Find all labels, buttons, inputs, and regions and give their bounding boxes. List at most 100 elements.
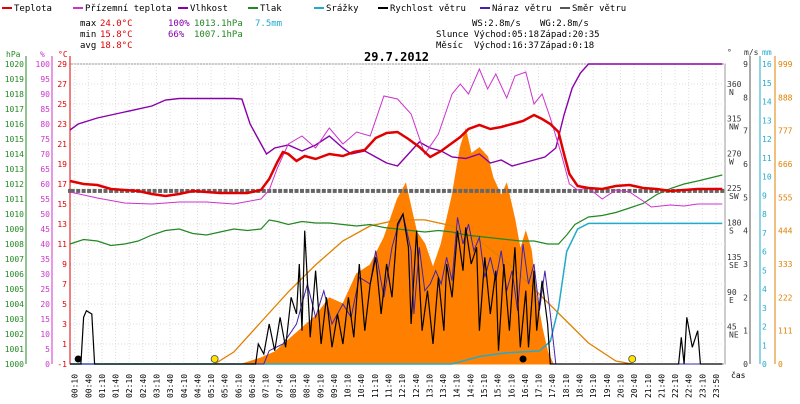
wind-dir-point — [436, 188, 441, 193]
wind-dir-point — [365, 188, 370, 193]
rate-tick-label: 777 — [778, 127, 793, 136]
temp-tick-label: 1 — [62, 340, 67, 349]
hpa-tick-label: 1007 — [5, 255, 24, 264]
wind-dir-point — [218, 188, 223, 193]
time-tick-label: 03:10 — [153, 374, 162, 398]
series-temperature — [69, 113, 723, 198]
wind-dir-point — [212, 188, 217, 193]
wind-dir-point — [321, 188, 326, 193]
dir-compass-label: SE — [729, 261, 739, 270]
temp-tick-label: 15 — [57, 200, 67, 209]
series-rain — [70, 222, 723, 365]
temp-tick-label: 17 — [57, 180, 67, 189]
info-ws: WS:2.8m/s — [472, 19, 521, 29]
wind-dir-point — [310, 188, 315, 193]
hpa-tick-label: 1018 — [5, 90, 24, 99]
series-ground-temp — [69, 67, 723, 208]
pct-tick-label: 10 — [40, 330, 50, 339]
dir-tick-label: 135 — [727, 253, 742, 262]
sun-event-marker — [628, 355, 637, 363]
hpa-tick-label: 1014 — [5, 150, 24, 159]
wind-dir-point — [168, 188, 173, 193]
wind-dir-point — [68, 188, 72, 193]
ms-axis-title: m/s — [744, 48, 759, 57]
stats-avg-label: avg — [80, 41, 96, 51]
time-tick-label: 19:10 — [589, 374, 598, 398]
temp-tick-label: 19 — [57, 160, 67, 169]
wind-dir-point — [551, 188, 556, 193]
dir-compass-label: NE — [729, 330, 739, 339]
pct-tick-label: 60 — [40, 180, 50, 189]
series-wind-speed — [70, 212, 723, 365]
dir-compass-label: S — [729, 227, 734, 236]
temp-tick-label: 13 — [57, 220, 67, 229]
wind-dir-point — [245, 188, 250, 193]
time-tick-label: 21:10 — [644, 374, 653, 398]
wind-dir-point — [501, 188, 506, 193]
temp-tick-label: 21 — [57, 140, 67, 149]
series-pressure — [69, 174, 723, 247]
hpa-tick-label: 1020 — [5, 60, 24, 69]
time-tick-label: 11:40 — [384, 374, 393, 398]
pct-tick-label: 100 — [36, 60, 51, 69]
rate-tick-label: 111 — [778, 327, 793, 336]
hpa-tick-label: 1002 — [5, 330, 24, 339]
time-tick-label: 07:10 — [262, 374, 271, 398]
wind-dir-point — [152, 188, 157, 193]
wind-dir-point — [299, 188, 304, 193]
wind-dir-point — [108, 188, 113, 193]
rate-tick-label: 0 — [778, 360, 783, 369]
wind-dir-point — [267, 188, 272, 193]
time-tick-label: 20:40 — [630, 374, 639, 398]
time-tick-label: 19:40 — [603, 374, 612, 398]
pct-axis-title: % — [40, 50, 45, 59]
wind-dir-point — [534, 188, 539, 193]
hpa-tick-label: 1006 — [5, 270, 24, 279]
wind-dir-point — [703, 188, 708, 193]
time-tick-label: 05:40 — [221, 374, 230, 398]
wind-dir-point — [81, 188, 86, 193]
time-tick-label: 06:10 — [234, 374, 243, 398]
ms-tick-label: 8 — [743, 93, 748, 102]
time-tick-label: 13:40 — [439, 374, 448, 398]
wind-dir-point — [425, 188, 430, 193]
time-tick-label: 14:40 — [466, 374, 475, 398]
wind-dir-point — [452, 188, 457, 193]
pct-tick-label: 85 — [40, 105, 50, 114]
hpa-tick-label: 1004 — [5, 300, 24, 309]
wind-dir-point — [632, 188, 637, 193]
mm-tick-label: 10 — [762, 173, 772, 182]
mm-tick-label: 8 — [762, 210, 767, 219]
stats-max-label: max — [80, 19, 97, 29]
wind-dir-point — [458, 188, 463, 193]
time-tick-label: 01:10 — [98, 374, 107, 398]
rate-tick-label: 222 — [778, 293, 793, 302]
series-wind-direction — [68, 188, 725, 193]
dir-compass-label: W — [729, 157, 734, 166]
wind-dir-point — [540, 188, 545, 193]
info-moonset: Západ:0:18 — [540, 41, 594, 51]
wind-dir-point — [354, 188, 359, 193]
info-moonrise: Východ:16:37 — [474, 41, 539, 51]
wind-dir-point — [179, 188, 184, 193]
pct-tick-label: 80 — [40, 120, 50, 129]
wind-dir-point — [370, 188, 375, 193]
rate-tick-label: 444 — [778, 227, 793, 236]
sun-event-marker — [210, 355, 219, 363]
wind-dir-point — [698, 188, 703, 193]
hpa-tick-label: 1008 — [5, 240, 24, 249]
pct-tick-label: 90 — [40, 90, 50, 99]
hpa-tick-label: 1010 — [5, 210, 24, 219]
wind-dir-point — [239, 188, 244, 193]
pct-tick-label: 45 — [40, 225, 50, 234]
wind-dir-point — [294, 188, 299, 193]
hpa-tick-label: 1011 — [5, 195, 24, 204]
dir-tick-label: 360 — [727, 80, 742, 89]
time-tick-label: 00:40 — [84, 374, 93, 398]
wind-dir-point — [278, 188, 283, 193]
wind-dir-point — [523, 188, 528, 193]
time-tick-label: 17:40 — [548, 374, 557, 398]
series-wind-gust — [70, 212, 723, 365]
stats-min-hum: 66% — [168, 30, 185, 40]
